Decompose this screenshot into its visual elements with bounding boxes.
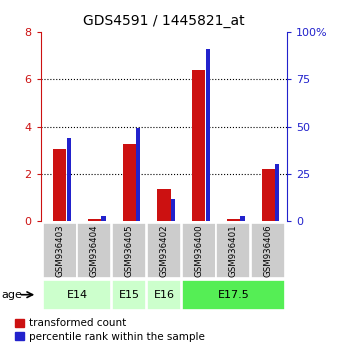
Bar [43, 223, 77, 278]
Bar [275, 164, 279, 221]
Bar [251, 223, 285, 278]
Text: GSM936403: GSM936403 [55, 224, 64, 277]
Bar [147, 223, 181, 278]
Bar [182, 280, 285, 310]
Bar [240, 216, 245, 221]
Text: GSM936400: GSM936400 [194, 224, 203, 277]
Text: GSM936402: GSM936402 [160, 224, 168, 277]
Text: E16: E16 [153, 290, 174, 300]
Bar [112, 223, 146, 278]
Bar [136, 129, 140, 221]
Text: E17.5: E17.5 [218, 290, 249, 300]
Bar [192, 70, 205, 221]
Text: GSM936406: GSM936406 [264, 224, 273, 277]
Text: GSM936401: GSM936401 [229, 224, 238, 277]
Text: E14: E14 [67, 290, 88, 300]
Bar [216, 223, 250, 278]
Bar [262, 169, 275, 221]
Text: GSM936404: GSM936404 [90, 224, 99, 277]
Bar [227, 219, 240, 221]
Title: GDS4591 / 1445821_at: GDS4591 / 1445821_at [83, 14, 245, 28]
Bar [206, 49, 210, 221]
Bar [147, 280, 181, 310]
Bar [157, 189, 171, 221]
Text: GSM936405: GSM936405 [125, 224, 134, 277]
Bar [43, 280, 112, 310]
Bar [171, 199, 175, 221]
Text: age: age [2, 290, 23, 300]
Legend: transformed count, percentile rank within the sample: transformed count, percentile rank withi… [15, 319, 205, 342]
Bar [112, 280, 146, 310]
Bar [67, 138, 71, 221]
Bar [88, 219, 101, 221]
Bar [77, 223, 112, 278]
Bar [53, 149, 66, 221]
Text: E15: E15 [119, 290, 140, 300]
Bar [101, 216, 105, 221]
Bar [182, 223, 216, 278]
Bar [123, 144, 136, 221]
